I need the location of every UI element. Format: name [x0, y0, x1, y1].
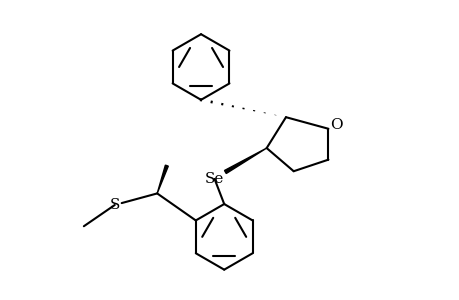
Text: S: S	[109, 198, 120, 212]
Text: Se: Se	[204, 172, 224, 186]
Text: O: O	[330, 118, 342, 132]
Polygon shape	[224, 148, 266, 173]
Polygon shape	[157, 165, 168, 194]
